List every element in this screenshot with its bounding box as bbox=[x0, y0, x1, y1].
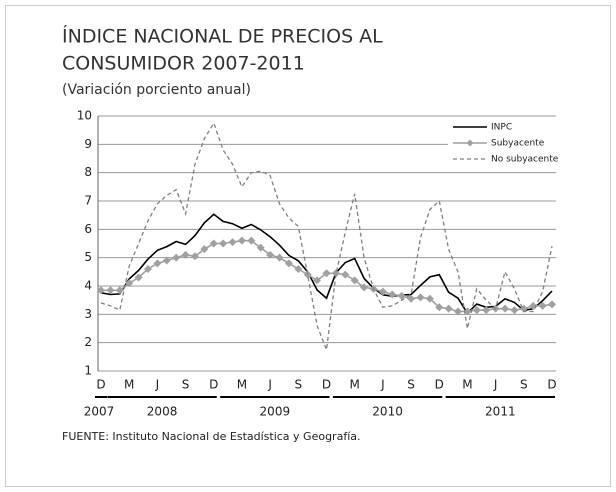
year-label: 2011 bbox=[485, 405, 516, 419]
point bbox=[407, 294, 416, 303]
point bbox=[247, 236, 256, 245]
point bbox=[331, 269, 340, 278]
point bbox=[190, 252, 199, 261]
point bbox=[143, 265, 152, 273]
year-label: 2007 bbox=[84, 405, 115, 419]
point bbox=[275, 253, 284, 262]
year-label: 2010 bbox=[372, 405, 403, 419]
legend-marker bbox=[466, 139, 474, 147]
year-label: 2009 bbox=[260, 405, 291, 419]
point bbox=[416, 293, 425, 302]
point bbox=[209, 239, 218, 248]
point bbox=[322, 269, 331, 278]
x-tick-label: J bbox=[267, 378, 272, 392]
subtitle: (Variación porciento anual) bbox=[62, 82, 251, 98]
point bbox=[538, 301, 547, 310]
point bbox=[482, 306, 491, 315]
point bbox=[266, 250, 275, 259]
y-tick-label: 3 bbox=[84, 307, 92, 321]
point bbox=[134, 273, 143, 282]
legend-label: Subyacente bbox=[491, 139, 545, 149]
x-tick-label: D bbox=[322, 378, 331, 392]
y-tick-label: 2 bbox=[84, 335, 92, 349]
x-tick-label: D bbox=[209, 378, 218, 392]
x-tick-label: D bbox=[547, 378, 556, 392]
point bbox=[388, 290, 397, 299]
x-tick-label: J bbox=[493, 378, 498, 392]
series-line bbox=[100, 213, 553, 315]
point bbox=[153, 259, 162, 268]
point bbox=[125, 279, 134, 288]
y-tick-label: 7 bbox=[84, 194, 92, 208]
x-tick-label: S bbox=[520, 378, 528, 392]
y-tick-label: 6 bbox=[84, 222, 92, 236]
y-tick-label: 4 bbox=[84, 279, 92, 293]
series-line bbox=[100, 121, 553, 351]
point bbox=[256, 243, 265, 252]
source: FUENTE: Instituto Nacional de Estadístic… bbox=[62, 430, 360, 443]
chart-title: ÍNDICE NACIONAL DE PRECIOS AL bbox=[62, 25, 383, 48]
point bbox=[219, 239, 228, 248]
point bbox=[444, 304, 453, 313]
y-tick-label: 5 bbox=[84, 250, 92, 264]
point bbox=[115, 286, 124, 295]
point bbox=[341, 270, 350, 279]
point bbox=[472, 306, 481, 315]
point bbox=[181, 250, 190, 259]
point bbox=[548, 300, 556, 309]
legend-label: No subyacente bbox=[491, 155, 559, 165]
point bbox=[97, 286, 105, 295]
point bbox=[284, 259, 293, 268]
point bbox=[200, 245, 209, 254]
x-tick-label: S bbox=[182, 378, 190, 392]
point bbox=[303, 270, 312, 279]
legend-label: INPC bbox=[491, 123, 512, 133]
x-tick-label: S bbox=[295, 378, 303, 392]
chart-title: CONSUMIDOR 2007-2011 bbox=[62, 53, 305, 75]
point bbox=[510, 306, 519, 315]
y-tick-label: 8 bbox=[84, 165, 92, 179]
point bbox=[350, 276, 359, 285]
point bbox=[228, 238, 237, 247]
x-tick-label: M bbox=[462, 378, 472, 392]
x-tick-label: M bbox=[237, 378, 247, 392]
point bbox=[501, 304, 510, 313]
y-tick-label: 1 bbox=[84, 364, 92, 378]
point bbox=[435, 303, 444, 312]
point bbox=[294, 265, 303, 273]
point bbox=[106, 286, 115, 295]
x-tick-label: D bbox=[96, 378, 105, 392]
x-tick-label: J bbox=[155, 378, 160, 392]
point bbox=[237, 236, 246, 245]
y-tick-label: 10 bbox=[77, 109, 92, 123]
frame bbox=[5, 5, 611, 487]
x-tick-label: M bbox=[350, 378, 360, 392]
point bbox=[397, 291, 406, 300]
point bbox=[313, 276, 322, 285]
point bbox=[454, 307, 463, 316]
point bbox=[172, 253, 181, 262]
year-label: 2008 bbox=[147, 405, 178, 419]
point bbox=[162, 256, 171, 265]
y-tick-label: 9 bbox=[84, 137, 92, 151]
point bbox=[378, 287, 387, 296]
point bbox=[425, 294, 434, 303]
point bbox=[360, 283, 369, 292]
x-tick-label: S bbox=[407, 378, 415, 392]
x-tick-label: M bbox=[124, 378, 134, 392]
x-tick-label: J bbox=[380, 378, 385, 392]
x-tick-label: D bbox=[435, 378, 444, 392]
